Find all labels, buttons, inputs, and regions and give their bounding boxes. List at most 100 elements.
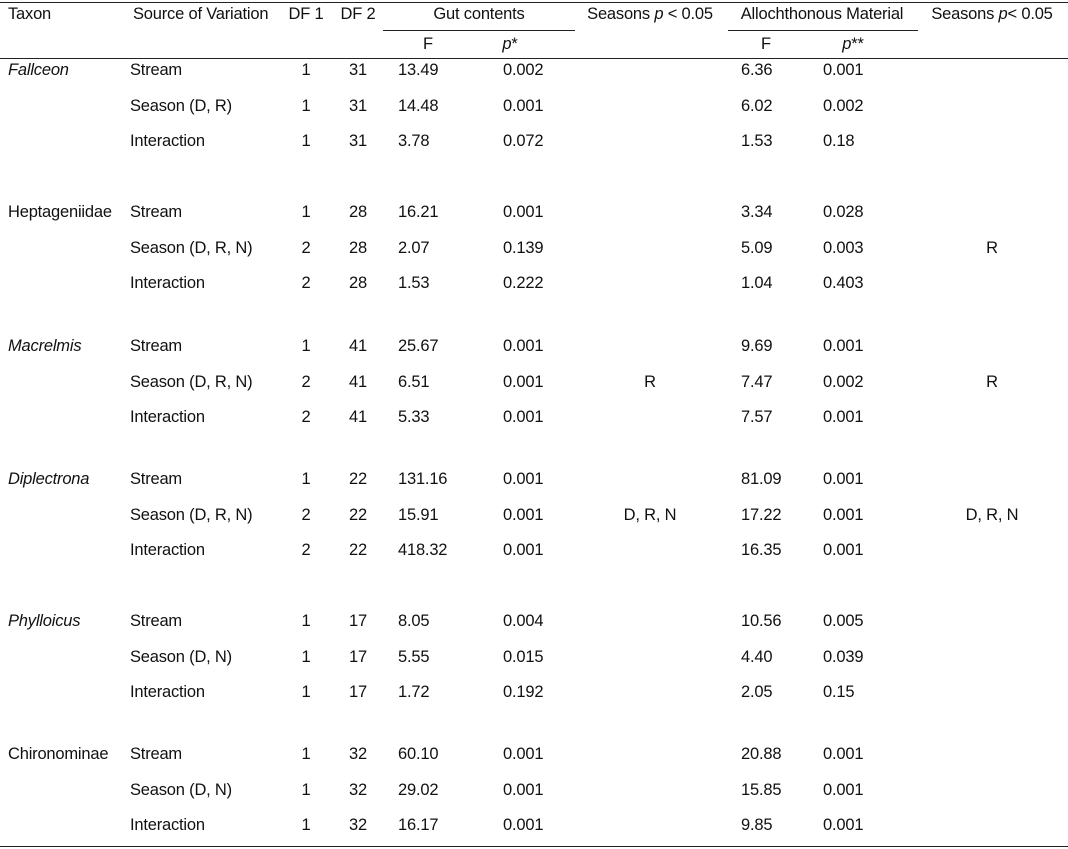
table-cell: 1 — [301, 612, 311, 630]
table-cell: 0.001 — [823, 61, 864, 79]
table-cell: 81.09 — [741, 470, 782, 488]
table-cell: 3.34 — [741, 203, 773, 221]
text-run: Source of Variation — [133, 5, 269, 23]
text-run: p — [998, 5, 1008, 23]
table-cell: 2 — [301, 238, 311, 257]
table-cell: 32 — [349, 745, 367, 763]
top-rule — [0, 2, 1068, 3]
table-cell: 17 — [349, 647, 367, 666]
table-cell: 17 — [349, 612, 367, 630]
table-cell: 28 — [349, 238, 367, 257]
table-cell: 28 — [349, 274, 367, 292]
table-cell: 22 — [349, 505, 367, 524]
table-cell: 10.56 — [741, 612, 782, 630]
table-cell: 0.039 — [823, 647, 864, 666]
table-cell: 0.001 — [503, 816, 544, 834]
table-cell: 0.15 — [823, 683, 855, 701]
table-cell: 0.005 — [823, 612, 864, 630]
table-cell: Interaction — [130, 541, 205, 559]
table-cell: 25.67 — [398, 337, 439, 355]
text-run: < 0.05 — [663, 5, 713, 23]
table-cell: 0.001 — [503, 780, 544, 799]
table-cell: Season (D, R, N) — [130, 372, 253, 391]
table-cell: 7.47 — [741, 372, 773, 391]
taxon: Macrelmis — [8, 337, 82, 355]
table-cell: 5.33 — [398, 408, 430, 426]
table-cell: R — [986, 238, 998, 257]
table-cell: 0.001 — [823, 470, 864, 488]
text-run: p — [502, 35, 512, 53]
table-cell: 0.002 — [823, 372, 864, 391]
table-cell: R — [986, 372, 998, 391]
subheader-cell: F — [423, 34, 433, 54]
table-cell: 0.001 — [503, 337, 544, 355]
table-cell: Interaction — [130, 274, 205, 292]
table-cell: 0.001 — [503, 408, 544, 426]
table-cell: D, R, N — [623, 505, 677, 524]
table-cell: Stream — [130, 203, 182, 221]
taxon: Phylloicus — [8, 612, 81, 630]
table-cell: Stream — [130, 745, 182, 763]
table-cell: Interaction — [130, 408, 205, 426]
table-cell: 2 — [301, 505, 311, 524]
table-cell: 0.403 — [823, 274, 864, 292]
table-cell: Stream — [130, 470, 182, 488]
table-cell: 16.35 — [741, 541, 782, 559]
table-cell: 2 — [301, 541, 311, 559]
table-cell: 0.001 — [503, 505, 544, 524]
table-cell: 0.002 — [503, 61, 544, 79]
table-cell: 2 — [301, 274, 311, 292]
table-cell: 1 — [301, 745, 311, 763]
table-cell: 7.57 — [741, 408, 773, 426]
table-cell: 0.001 — [823, 505, 864, 524]
table-cell: 0.001 — [503, 203, 544, 221]
table-cell: 6.02 — [741, 96, 773, 115]
table-cell: 1 — [301, 647, 311, 666]
header-cell: Allochthonous Material — [741, 4, 904, 24]
table-cell: 131.16 — [398, 470, 448, 488]
table-cell: 1.04 — [741, 274, 773, 292]
table-cell: 6.51 — [398, 372, 430, 391]
subheader-cell: p* — [502, 34, 517, 54]
table-cell: 418.32 — [398, 541, 448, 559]
table-cell: 4.40 — [741, 647, 773, 666]
table-cell: Interaction — [130, 132, 205, 150]
table-cell: 8.05 — [398, 612, 430, 630]
taxon: Diplectrona — [8, 470, 90, 488]
table-cell: 0.001 — [823, 541, 864, 559]
table-cell: 22 — [349, 541, 367, 559]
table-cell: 0.222 — [503, 274, 544, 292]
text-run: < 0.05 — [1007, 5, 1053, 23]
table-cell: 9.85 — [741, 816, 773, 834]
table-cell: 14.48 — [398, 96, 439, 115]
table-cell: 0.001 — [503, 372, 544, 391]
table-cell: 3.78 — [398, 132, 430, 150]
table-cell: 0.001 — [503, 470, 544, 488]
table-cell: 1.72 — [398, 683, 430, 701]
table-cell: 0.001 — [503, 96, 544, 115]
span-rule — [383, 30, 575, 31]
taxon: Heptageniidae — [8, 203, 112, 221]
table-cell: 0.001 — [503, 745, 544, 763]
table-cell: 1 — [301, 337, 311, 355]
table-cell: 1.53 — [741, 132, 773, 150]
table-cell: 31 — [349, 61, 367, 79]
table-cell: 31 — [349, 96, 367, 115]
table-cell: 16.21 — [398, 203, 439, 221]
table-cell: 28 — [349, 203, 367, 221]
table-cell: Season (D, N) — [130, 780, 232, 799]
text-run: F — [761, 35, 771, 53]
table-cell: 0.004 — [503, 612, 544, 630]
text-run: Seasons — [587, 5, 655, 23]
table-cell: Stream — [130, 612, 182, 630]
header-cell: Gut contents — [433, 4, 524, 24]
table-cell: 1 — [301, 132, 311, 150]
table-cell: 2.07 — [398, 238, 430, 257]
table-cell: 32 — [349, 780, 367, 799]
table-cell: 0.001 — [823, 337, 864, 355]
table-cell: 1 — [301, 470, 311, 488]
table-cell: 1 — [301, 61, 311, 79]
table-cell: 41 — [349, 337, 367, 355]
table-cell: 16.17 — [398, 816, 439, 834]
table-cell: R — [644, 372, 656, 391]
